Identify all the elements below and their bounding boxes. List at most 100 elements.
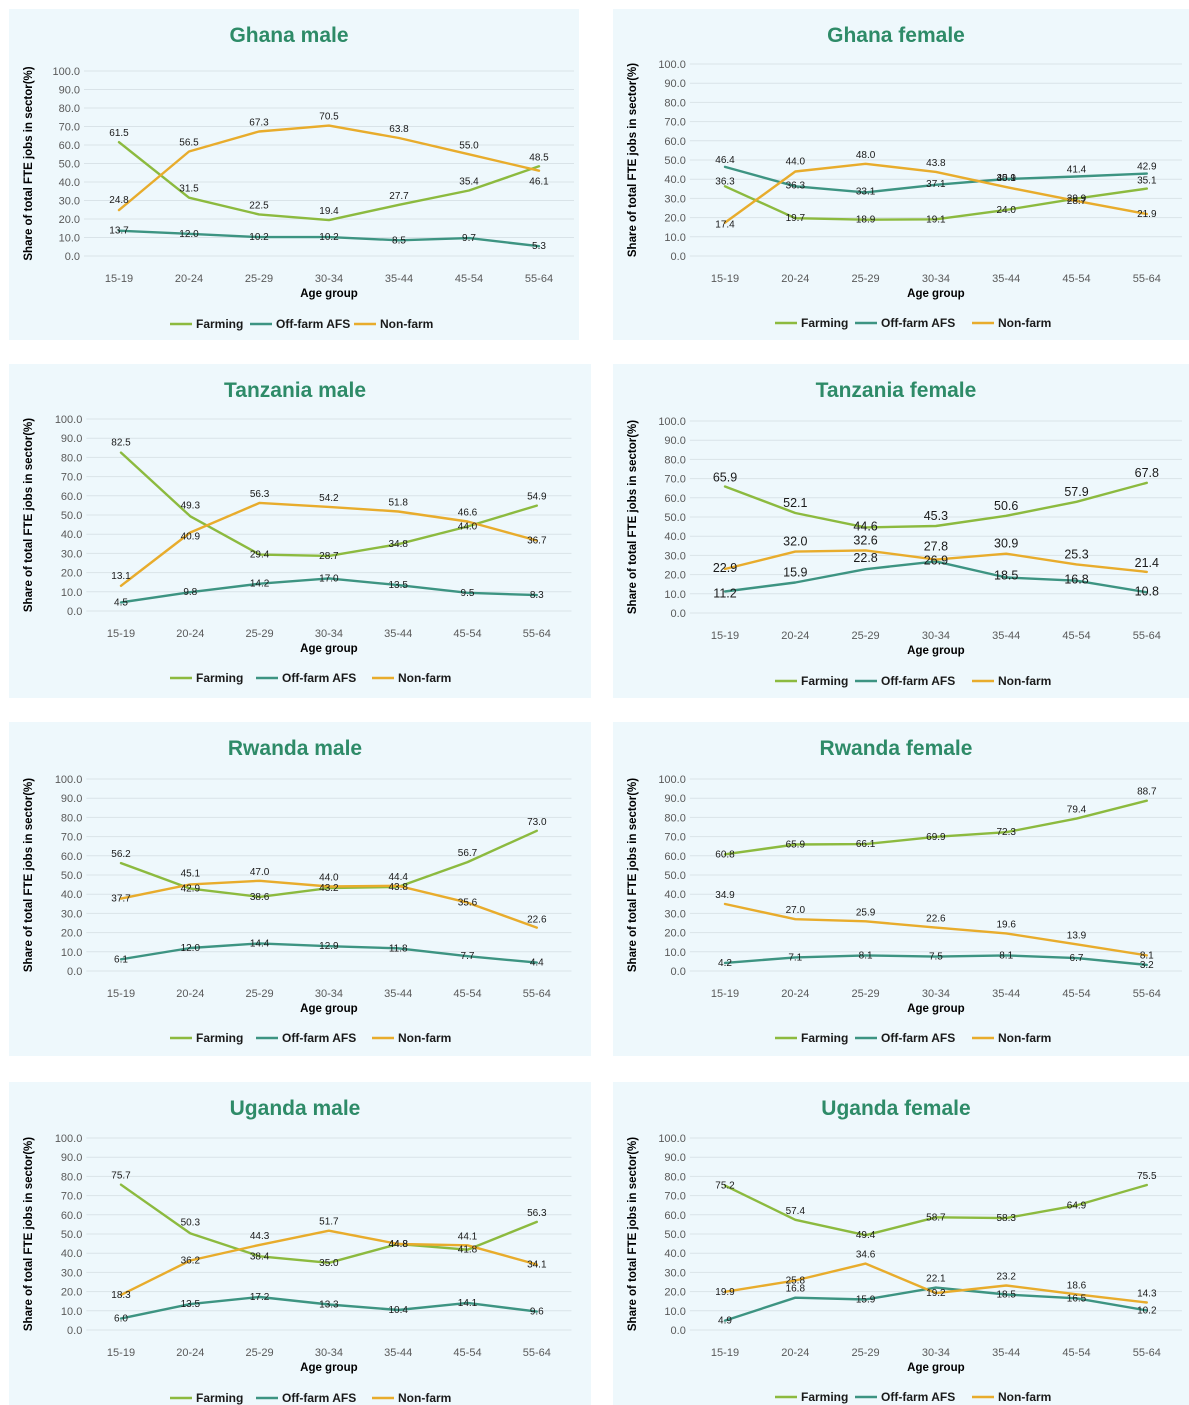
data-label-farming: 73.0 (527, 817, 547, 828)
data-label-non-farm: 25.9 (856, 907, 876, 918)
data-label-off-farm-afs: 14.4 (250, 938, 270, 949)
data-label-farming: 49.3 (181, 500, 201, 511)
x-axis-label: Age group (300, 1003, 358, 1015)
data-label-non-farm: 45.1 (181, 868, 201, 879)
chart-tanzania-female: Tanzania female 0.0 10.0 20.0 30.0 40.0 50.0 60… (627, 379, 1182, 688)
series-line-farming (723, 799, 1149, 856)
x-tick-label: 55-64 (1133, 988, 1161, 1000)
data-label-farming: 75.2 (715, 1181, 735, 1192)
data-label-farming: 50.6 (994, 499, 1018, 513)
data-label-non-farm: 63.8 (389, 124, 409, 135)
series-line-non-farm (117, 124, 541, 212)
data-label-non-farm: 34.6 (856, 1250, 876, 1261)
y-tick-label: 20.0 (664, 213, 685, 225)
chart-ghana-female: Ghana female 0.0 10.0 20.0 30.0 40.0 50.0 60.0 7… (627, 24, 1182, 330)
chart-panel-ghana-female: Ghana female 0.0 10.0 20.0 30.0 40.0 50.0 60.0 7… (613, 9, 1189, 340)
x-tick-label: 35-44 (384, 1347, 412, 1359)
x-tick-label: 35-44 (992, 988, 1020, 1000)
data-label-non-farm: 51.7 (319, 1217, 339, 1228)
legend-label-non-farm: Non-farm (398, 1391, 451, 1405)
y-tick-label: 20.0 (664, 928, 685, 940)
legend-label-non-farm: Non-farm (998, 1390, 1051, 1404)
data-label-non-farm: 27.8 (924, 540, 948, 554)
data-label-off-farm-afs: 42.9 (1137, 162, 1157, 173)
x-axis-label: Age group (907, 288, 965, 300)
data-label-farming: 48.5 (529, 152, 549, 163)
y-tick-label: 100.0 (658, 416, 686, 428)
data-label-non-farm: 70.5 (319, 112, 339, 123)
y-tick-label: 80.0 (61, 452, 82, 464)
y-tick-label: 100.0 (658, 774, 686, 786)
y-tick-label: 10.0 (59, 233, 80, 245)
data-label-farming: 27.7 (389, 191, 409, 202)
data-label-off-farm-afs: 7.1 (788, 952, 802, 963)
y-tick-label: 60.0 (664, 851, 685, 863)
data-label-farming: 42.9 (181, 884, 201, 895)
y-tick-label: 40.0 (61, 529, 82, 541)
data-label-farming: 29.9 (1067, 194, 1087, 205)
data-label-off-farm-afs: 18.5 (994, 568, 1018, 582)
y-tick-label: 90.0 (664, 793, 685, 805)
data-label-off-farm-afs: 13.5 (181, 1299, 201, 1310)
series-line-non-farm (723, 1262, 1149, 1304)
y-tick-label: 100.0 (658, 59, 686, 71)
data-label-non-farm: 25.3 (1064, 547, 1088, 561)
series-line-off-farm-afs (119, 577, 538, 604)
x-tick-label: 30-34 (922, 1347, 950, 1359)
data-label-farming: 75.5 (1137, 1171, 1157, 1182)
data-label-farming: 43.8 (388, 882, 408, 893)
data-label-non-farm: 40.9 (181, 531, 201, 542)
data-label-off-farm-afs: 36.3 (786, 180, 806, 191)
legend-label-off-farm-afs: Off-farm AFS (881, 316, 955, 330)
series-line-non-farm (119, 1229, 538, 1297)
y-tick-label: 40.0 (664, 531, 685, 543)
chart-title: Uganda male (230, 1097, 361, 1120)
y-tick-label: 0.0 (67, 606, 82, 618)
data-label-farming: 66.1 (856, 839, 876, 850)
data-label-farming: 19.4 (319, 206, 339, 217)
y-tick-label: 90.0 (664, 1152, 685, 1164)
series-line-farming (119, 451, 538, 558)
y-axis-label: Share of total FTE jobs in sector(%) (23, 66, 35, 260)
y-tick-label: 80.0 (61, 812, 82, 824)
data-label-non-farm: 19.9 (715, 1287, 735, 1298)
data-label-farming: 29.4 (250, 550, 270, 561)
y-axis-label: Share of total FTE jobs in sector(%) (627, 1137, 639, 1331)
data-label-non-farm: 56.3 (250, 489, 270, 500)
x-tick-label: 35-44 (992, 273, 1020, 285)
x-tick-label: 55-64 (1133, 1347, 1161, 1359)
data-label-farming: 56.7 (458, 848, 478, 859)
data-label-off-farm-afs: 14.2 (250, 579, 270, 590)
data-label-farming: 41.8 (458, 1245, 478, 1256)
data-label-non-farm: 28.7 (1067, 196, 1087, 207)
data-label-non-farm: 44.3 (250, 1231, 270, 1242)
x-tick-label: 30-34 (315, 1347, 343, 1359)
data-label-off-farm-afs: 33.1 (856, 186, 876, 197)
x-tick-label: 55-64 (525, 273, 553, 285)
y-axis-label: Share of total FTE jobs in sector(%) (23, 778, 35, 972)
series-line-off-farm-afs (723, 1286, 1149, 1322)
x-tick-label: 35-44 (384, 628, 412, 640)
x-tick-label: 35-44 (385, 273, 413, 285)
data-label-off-farm-afs: 40.1 (996, 173, 1016, 184)
y-tick-label: 10.0 (664, 589, 685, 601)
y-tick-label: 80.0 (664, 454, 685, 466)
data-label-non-farm: 46.6 (458, 508, 478, 519)
data-label-farming: 65.9 (713, 470, 737, 484)
data-label-non-farm: 54.2 (319, 493, 339, 504)
y-tick-label: 30.0 (664, 908, 685, 920)
data-label-farming: 19.7 (786, 213, 806, 224)
data-label-non-farm: 14.3 (1137, 1289, 1157, 1300)
data-label-off-farm-afs: 3.2 (1140, 960, 1154, 971)
series-line-non-farm (723, 549, 1149, 574)
y-tick-label: 40.0 (61, 1248, 82, 1260)
data-label-off-farm-afs: 4.9 (718, 1316, 732, 1327)
data-label-non-farm: 44.0 (786, 157, 806, 168)
x-tick-label: 35-44 (992, 1347, 1020, 1359)
x-axis-label: Age group (300, 288, 358, 300)
y-tick-label: 10.0 (61, 587, 82, 599)
data-label-off-farm-afs: 10.2 (319, 232, 339, 243)
data-label-farming: 19.1 (926, 214, 946, 225)
y-tick-label: 0.0 (671, 608, 686, 620)
legend-label-non-farm: Non-farm (998, 316, 1051, 330)
